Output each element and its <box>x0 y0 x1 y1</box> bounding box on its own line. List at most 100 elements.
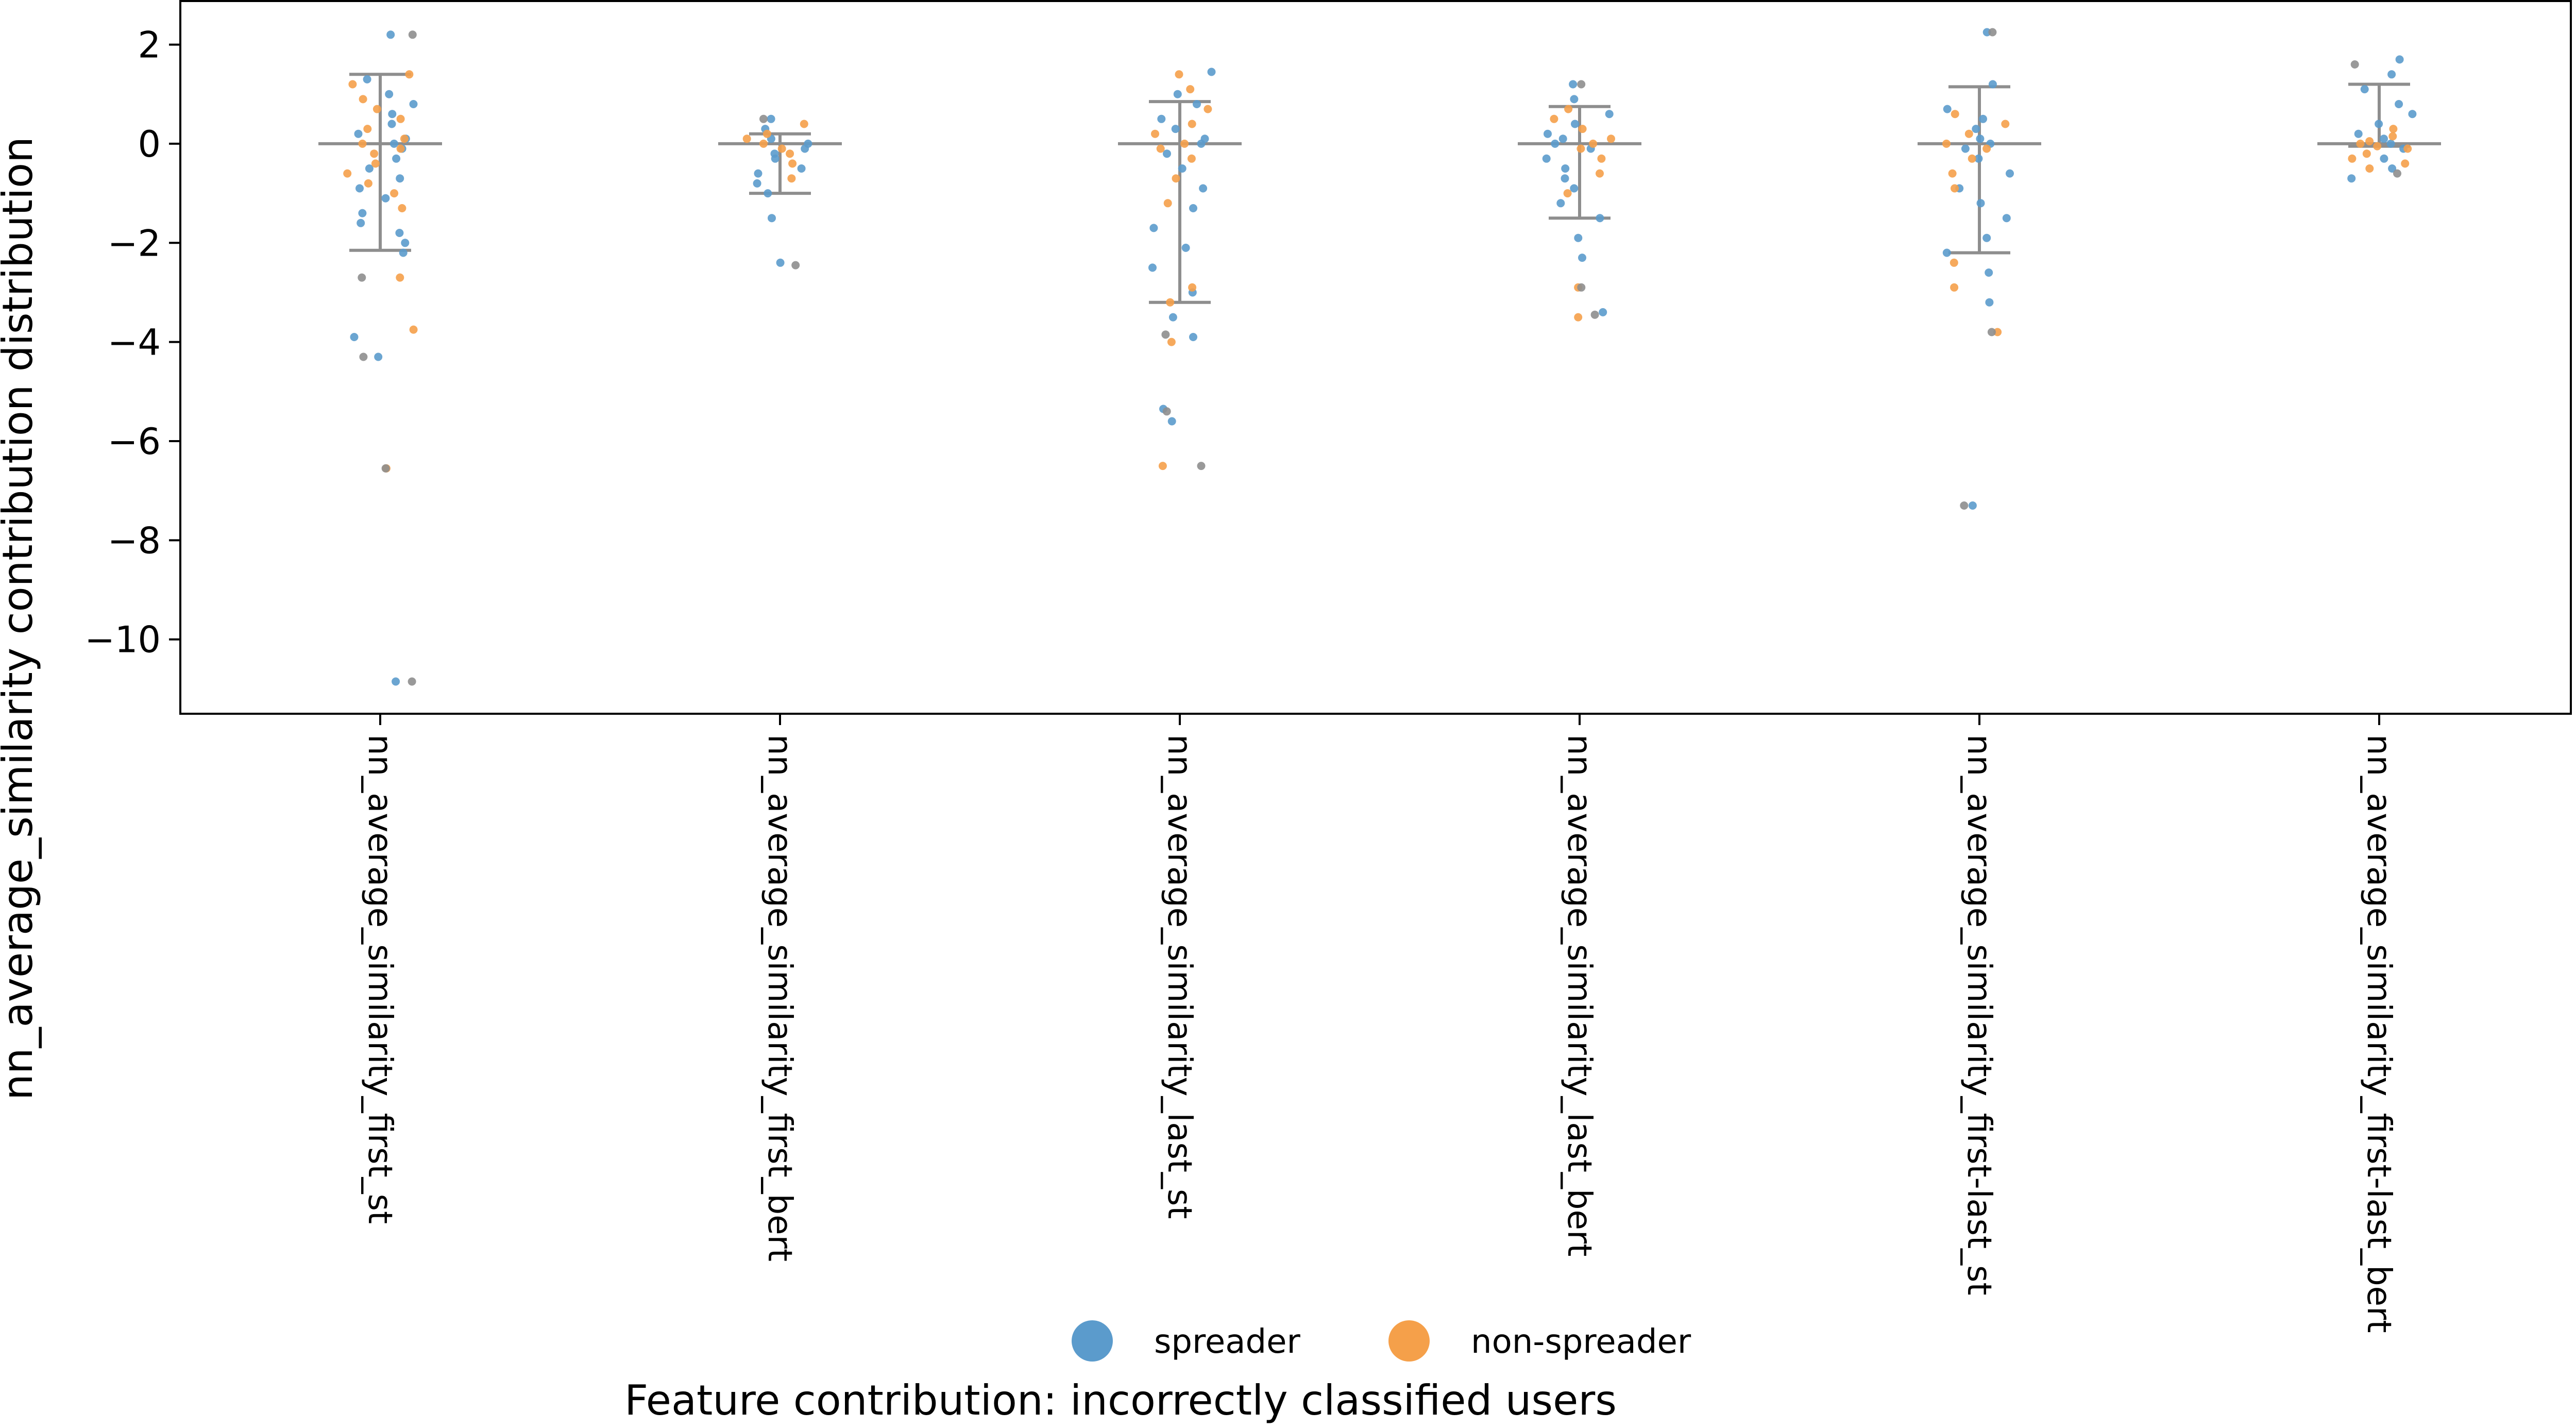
x-tick-label: nn_average_similarity_first-last_bert <box>2360 734 2398 1333</box>
data-point <box>381 464 390 473</box>
data-point <box>1972 125 1980 133</box>
data-point <box>1942 139 1951 148</box>
data-point <box>2362 149 2371 158</box>
x-tick-label: nn_average_similarity_first_bert <box>760 734 799 1262</box>
data-point <box>2347 174 2356 183</box>
data-point <box>1574 313 1583 322</box>
data-point <box>1951 184 1959 193</box>
data-point <box>1197 462 1206 471</box>
data-point <box>800 120 808 128</box>
data-point <box>2395 55 2404 64</box>
data-point <box>768 214 776 223</box>
data-point <box>385 90 394 98</box>
legend-marker <box>1072 1320 1113 1362</box>
data-point <box>1168 313 1177 322</box>
data-point <box>1173 90 1182 98</box>
data-point <box>374 352 383 361</box>
data-point <box>357 219 365 227</box>
data-point <box>396 273 404 282</box>
data-point <box>787 174 796 183</box>
data-point <box>355 184 364 193</box>
data-point <box>2389 125 2398 133</box>
x-tick-label: nn_average_similarity_first_st <box>361 734 399 1224</box>
data-point <box>1157 114 1166 123</box>
data-point <box>762 129 771 138</box>
data-point <box>1596 214 1604 223</box>
data-point <box>2386 139 2395 148</box>
data-point <box>1979 114 1987 123</box>
data-point <box>788 159 797 168</box>
data-point <box>1571 120 1579 128</box>
data-point <box>2350 60 2359 69</box>
data-point <box>1569 80 1578 89</box>
data-point <box>1166 298 1175 307</box>
data-point <box>1188 120 1196 128</box>
data-point <box>358 139 367 148</box>
data-point <box>801 144 809 153</box>
data-point <box>396 114 405 123</box>
data-point <box>1556 199 1565 208</box>
data-point <box>1964 129 1973 138</box>
data-point <box>2348 154 2357 163</box>
data-point <box>370 149 379 158</box>
data-point <box>409 100 418 108</box>
data-point <box>1570 95 1579 104</box>
y-tick-label: 0 <box>138 123 161 165</box>
data-point <box>1167 417 1176 426</box>
y-tick-label: −2 <box>108 222 161 264</box>
data-point <box>1577 144 1585 153</box>
data-point <box>1163 149 1171 158</box>
data-point <box>777 144 786 153</box>
data-point <box>2393 169 2401 178</box>
data-point <box>396 174 404 183</box>
data-point <box>2356 139 2365 148</box>
data-point <box>1193 100 1201 108</box>
x-tick-label: nn_average_similarity_first-last_st <box>1960 734 1998 1295</box>
data-point <box>2380 135 2388 143</box>
data-point <box>1982 233 1991 242</box>
data-point <box>2388 164 2397 173</box>
data-point <box>2388 132 2397 141</box>
data-point <box>1172 174 1180 183</box>
data-point <box>1181 243 1190 252</box>
data-point <box>767 114 775 123</box>
data-point <box>1563 189 1572 198</box>
data-point <box>1578 125 1587 133</box>
data-point <box>343 169 352 178</box>
data-point <box>1948 169 1957 178</box>
data-point <box>363 125 372 133</box>
data-point <box>395 229 404 237</box>
data-point <box>2380 154 2388 163</box>
data-point <box>1577 80 1586 89</box>
data-point <box>1943 105 1952 113</box>
data-point <box>1558 135 1567 143</box>
data-point <box>1189 204 1197 212</box>
data-point <box>1987 328 1996 337</box>
data-point <box>405 70 414 79</box>
data-point <box>398 204 406 212</box>
data-point <box>2403 144 2412 153</box>
data-point <box>1544 129 1552 138</box>
data-point <box>1551 139 1560 148</box>
data-point <box>2408 110 2417 119</box>
data-point <box>1161 330 1170 339</box>
data-point <box>776 258 785 267</box>
data-point <box>390 189 399 198</box>
data-point <box>797 164 806 173</box>
data-point <box>1199 184 1208 193</box>
data-point <box>1597 154 1606 163</box>
data-point <box>1204 105 1212 113</box>
data-point <box>409 325 418 334</box>
data-point <box>1976 135 1985 143</box>
data-point <box>1561 174 1569 183</box>
data-point <box>1197 139 1206 148</box>
legend-marker <box>1388 1320 1430 1362</box>
data-point <box>1950 283 1959 292</box>
data-point <box>392 154 401 163</box>
data-point <box>1187 154 1196 163</box>
data-point <box>363 75 371 83</box>
data-point <box>2395 100 2403 108</box>
data-point <box>400 135 409 143</box>
data-point <box>791 261 800 270</box>
